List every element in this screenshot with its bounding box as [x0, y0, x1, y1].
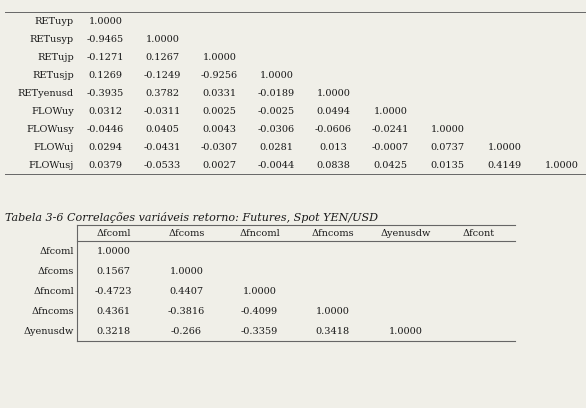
- Text: Δfcoms: Δfcoms: [168, 228, 205, 237]
- Text: RETyenusd: RETyenusd: [18, 89, 74, 98]
- Text: 0.0379: 0.0379: [88, 160, 122, 169]
- Text: Δfncoms: Δfncoms: [32, 306, 74, 315]
- Text: -0.266: -0.266: [171, 326, 202, 335]
- Text: 0.4149: 0.4149: [488, 160, 522, 169]
- Text: -0.0025: -0.0025: [258, 106, 295, 115]
- Text: Δyenusdw: Δyenusdw: [380, 228, 431, 237]
- Text: 0.0494: 0.0494: [316, 106, 350, 115]
- Text: -0.0241: -0.0241: [372, 124, 409, 133]
- Text: RETuyp: RETuyp: [35, 16, 74, 25]
- Text: 0.0025: 0.0025: [203, 106, 236, 115]
- Text: 0.0294: 0.0294: [88, 142, 122, 151]
- Text: 1.0000: 1.0000: [316, 306, 349, 315]
- Text: -0.4723: -0.4723: [95, 286, 132, 295]
- Text: -0.1271: -0.1271: [87, 53, 124, 62]
- Text: Tabela 3-6 Correlações variáveis retorno: Futures, Spot YEN/USD: Tabela 3-6 Correlações variáveis retorno…: [5, 212, 378, 223]
- Text: 1.0000: 1.0000: [431, 124, 465, 133]
- Text: 0.1267: 0.1267: [145, 53, 179, 62]
- Text: -0.0306: -0.0306: [258, 124, 295, 133]
- Text: 0.4361: 0.4361: [97, 306, 131, 315]
- Text: Δfcont: Δfcont: [462, 228, 495, 237]
- Text: -0.9256: -0.9256: [201, 71, 238, 80]
- Text: 1.0000: 1.0000: [389, 326, 423, 335]
- Text: 0.0405: 0.0405: [145, 124, 179, 133]
- Text: Δfncoml: Δfncoml: [33, 286, 74, 295]
- Text: -0.0044: -0.0044: [258, 160, 295, 169]
- Text: 0.0737: 0.0737: [431, 142, 465, 151]
- Text: 0.1567: 0.1567: [97, 266, 131, 275]
- Text: Δfcoms: Δfcoms: [38, 266, 74, 275]
- Text: -0.0533: -0.0533: [144, 160, 181, 169]
- Text: 0.3782: 0.3782: [145, 89, 179, 98]
- Text: 1.0000: 1.0000: [373, 106, 407, 115]
- Text: -0.4099: -0.4099: [241, 306, 278, 315]
- Text: 0.0043: 0.0043: [203, 124, 237, 133]
- Text: 0.1269: 0.1269: [88, 71, 122, 80]
- Text: RETusjp: RETusjp: [32, 71, 74, 80]
- Text: Δfncoml: Δfncoml: [239, 228, 280, 237]
- Text: -0.0307: -0.0307: [201, 142, 238, 151]
- Text: -0.3359: -0.3359: [241, 326, 278, 335]
- Text: 1.0000: 1.0000: [97, 246, 131, 255]
- Text: 0.0281: 0.0281: [260, 142, 294, 151]
- Text: -0.0431: -0.0431: [144, 142, 181, 151]
- Text: Δfncoms: Δfncoms: [311, 228, 354, 237]
- Text: Δfcoml: Δfcoml: [39, 246, 74, 255]
- Text: -0.0007: -0.0007: [372, 142, 409, 151]
- Text: -0.9465: -0.9465: [87, 35, 124, 44]
- Text: -0.3935: -0.3935: [87, 89, 124, 98]
- Text: 1.0000: 1.0000: [88, 16, 122, 25]
- Text: -0.1249: -0.1249: [144, 71, 181, 80]
- Text: 0.0331: 0.0331: [202, 89, 237, 98]
- Text: -0.3816: -0.3816: [168, 306, 205, 315]
- Text: 0.0312: 0.0312: [88, 106, 122, 115]
- Text: 0.3218: 0.3218: [97, 326, 131, 335]
- Text: 1.0000: 1.0000: [203, 53, 236, 62]
- Text: 1.0000: 1.0000: [243, 286, 277, 295]
- Text: 1.0000: 1.0000: [169, 266, 203, 275]
- Text: 0.0838: 0.0838: [316, 160, 350, 169]
- Text: FLOWusy: FLOWusy: [26, 124, 74, 133]
- Text: 1.0000: 1.0000: [488, 142, 522, 151]
- Text: -0.0606: -0.0606: [315, 124, 352, 133]
- Text: 0.0135: 0.0135: [431, 160, 465, 169]
- Text: Δyenusdw: Δyenusdw: [23, 326, 74, 335]
- Text: FLOWuy: FLOWuy: [31, 106, 74, 115]
- Text: 1.0000: 1.0000: [544, 160, 578, 169]
- Text: FLOWuj: FLOWuj: [33, 142, 74, 151]
- Text: Δfcoml: Δfcoml: [96, 228, 131, 237]
- Text: -0.0189: -0.0189: [258, 89, 295, 98]
- Text: RETusyp: RETusyp: [30, 35, 74, 44]
- Text: 0.3418: 0.3418: [315, 326, 350, 335]
- Text: 1.0000: 1.0000: [316, 89, 350, 98]
- Text: FLOWusj: FLOWusj: [29, 160, 74, 169]
- Text: 0.0425: 0.0425: [373, 160, 407, 169]
- Text: 0.4407: 0.4407: [169, 286, 203, 295]
- Text: 1.0000: 1.0000: [145, 35, 179, 44]
- Text: -0.0311: -0.0311: [144, 106, 181, 115]
- Text: -0.0446: -0.0446: [87, 124, 124, 133]
- Text: 1.0000: 1.0000: [260, 71, 294, 80]
- Text: 0.0027: 0.0027: [203, 160, 237, 169]
- Text: 0.013: 0.013: [319, 142, 347, 151]
- Text: RETujp: RETujp: [38, 53, 74, 62]
